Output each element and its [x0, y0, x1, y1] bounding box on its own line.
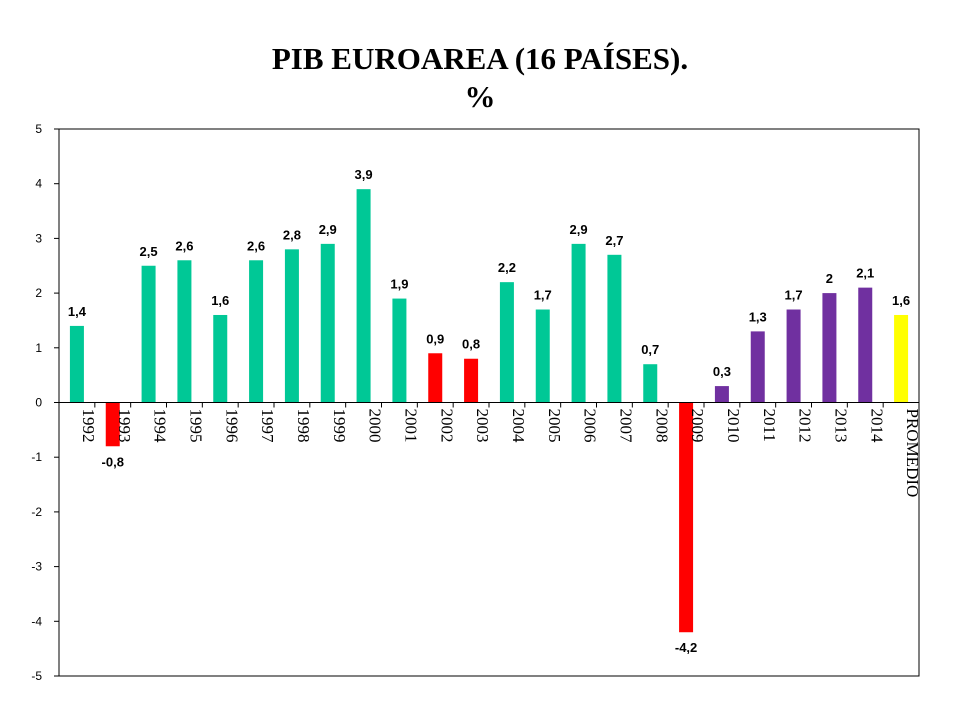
bar-2009 [679, 402, 694, 633]
x-tick-label: 2000 [366, 409, 385, 443]
data-label: 2,6 [175, 238, 193, 253]
bar-2004 [499, 282, 514, 403]
y-tick-label: -4 [31, 614, 42, 628]
data-label: 1,6 [211, 293, 229, 308]
x-tick-label: 2007 [616, 409, 635, 444]
bar-2005 [535, 309, 550, 403]
data-label: -4,2 [675, 640, 697, 655]
bar-2008 [643, 364, 658, 403]
bar-1992 [69, 325, 84, 403]
x-tick-label: 1994 [151, 409, 170, 444]
data-label: 1,4 [68, 304, 87, 319]
data-label: 2,1 [856, 266, 874, 281]
y-tick-label: -5 [31, 669, 42, 683]
data-label: 1,7 [534, 288, 552, 303]
bars [69, 189, 909, 633]
y-tick-label: 0 [35, 396, 42, 410]
data-label: 0,7 [641, 342, 659, 357]
x-tick-label: 2005 [545, 409, 564, 443]
bar-2013 [822, 293, 837, 403]
y-axis: 5 4 3 2 1 0 -1 -2 -3 -4 -5 [31, 122, 59, 683]
y-tick-label: 3 [35, 231, 42, 245]
x-tick-label: 2014 [867, 409, 886, 444]
x-tick-label: PROMEDIO [903, 409, 922, 498]
data-label: 1,7 [785, 288, 803, 303]
x-tick-label: 1997 [258, 409, 277, 444]
x-tick-label: 1992 [79, 409, 98, 443]
bar-2003 [464, 358, 479, 403]
bar-1993 [105, 402, 120, 447]
data-label: 3,9 [355, 167, 373, 182]
bar-1994 [141, 265, 156, 403]
x-tick-label: 1993 [115, 409, 134, 443]
data-label: -0,8 [102, 454, 124, 469]
bar-promedio [894, 314, 909, 403]
bar-2000 [356, 189, 371, 403]
bar-2002 [428, 353, 443, 403]
bar-2010 [714, 386, 729, 403]
x-tick-label: 1996 [222, 409, 241, 443]
bar-2012 [786, 309, 801, 403]
y-tick-label: 5 [35, 122, 42, 136]
y-tick-label: 2 [35, 286, 42, 300]
x-tick-label: 2012 [796, 409, 815, 443]
data-label: 2,8 [283, 227, 301, 242]
bar-2006 [571, 243, 586, 403]
bar-1999 [320, 243, 335, 403]
data-label: 1,9 [390, 277, 408, 292]
data-label: 1,3 [749, 309, 767, 324]
bar-2001 [392, 298, 407, 403]
data-label: 2,2 [498, 260, 516, 275]
x-tick-label: 1995 [186, 409, 205, 443]
x-tick-label: 1999 [330, 409, 349, 443]
y-tick-label: -2 [31, 505, 42, 519]
y-tick-label: 4 [35, 177, 42, 191]
bar-1997 [249, 260, 264, 403]
x-tick-label: 2011 [760, 409, 779, 442]
data-label: 2 [826, 271, 833, 286]
data-label: 0,8 [462, 337, 480, 352]
x-axis-labels: 1992 1993 1994 1995 1996 1997 1998 1999 2000 2001… [79, 409, 922, 498]
y-tick-label: 1 [35, 341, 42, 355]
x-tick-label: 2002 [437, 409, 456, 443]
chart-subtitle: % [464, 79, 496, 114]
data-label: 1,6 [892, 293, 910, 308]
data-label: 0,3 [713, 364, 731, 379]
x-tick-label: 2008 [652, 409, 671, 443]
data-label: 2,6 [247, 238, 265, 253]
data-labels: 1,4 -0,8 2,5 2,6 1,6 2,6 2,8 2,9 3,9 1,9 0,9 0,8 2,2… [68, 167, 910, 655]
zero-axis [58, 402, 920, 408]
y-tick-label: -1 [31, 450, 42, 464]
bar-2011 [750, 331, 765, 403]
x-tick-label: 2004 [509, 409, 528, 444]
x-tick-label: 2006 [581, 409, 600, 443]
data-label: 2,9 [319, 222, 337, 237]
data-label: 0,9 [426, 331, 444, 346]
bar-1998 [284, 249, 299, 403]
data-label: 2,5 [140, 244, 158, 259]
y-tick-label: -3 [31, 560, 42, 574]
x-tick-label: 2013 [831, 409, 850, 443]
bar-2007 [607, 254, 622, 403]
x-tick-label: 2009 [688, 409, 707, 443]
data-label: 2,7 [605, 233, 623, 248]
x-tick-label: 1998 [294, 409, 313, 443]
x-tick-label: 2010 [724, 409, 743, 443]
x-tick-label: 2001 [401, 409, 420, 443]
data-label: 2,9 [570, 222, 588, 237]
bar-1996 [213, 314, 228, 403]
x-tick-label: 2003 [473, 409, 492, 443]
chart-title: PIB EUROAREA (16 PAÍSES). [271, 41, 689, 76]
bar-1995 [177, 260, 192, 403]
bar-2014 [858, 287, 873, 403]
